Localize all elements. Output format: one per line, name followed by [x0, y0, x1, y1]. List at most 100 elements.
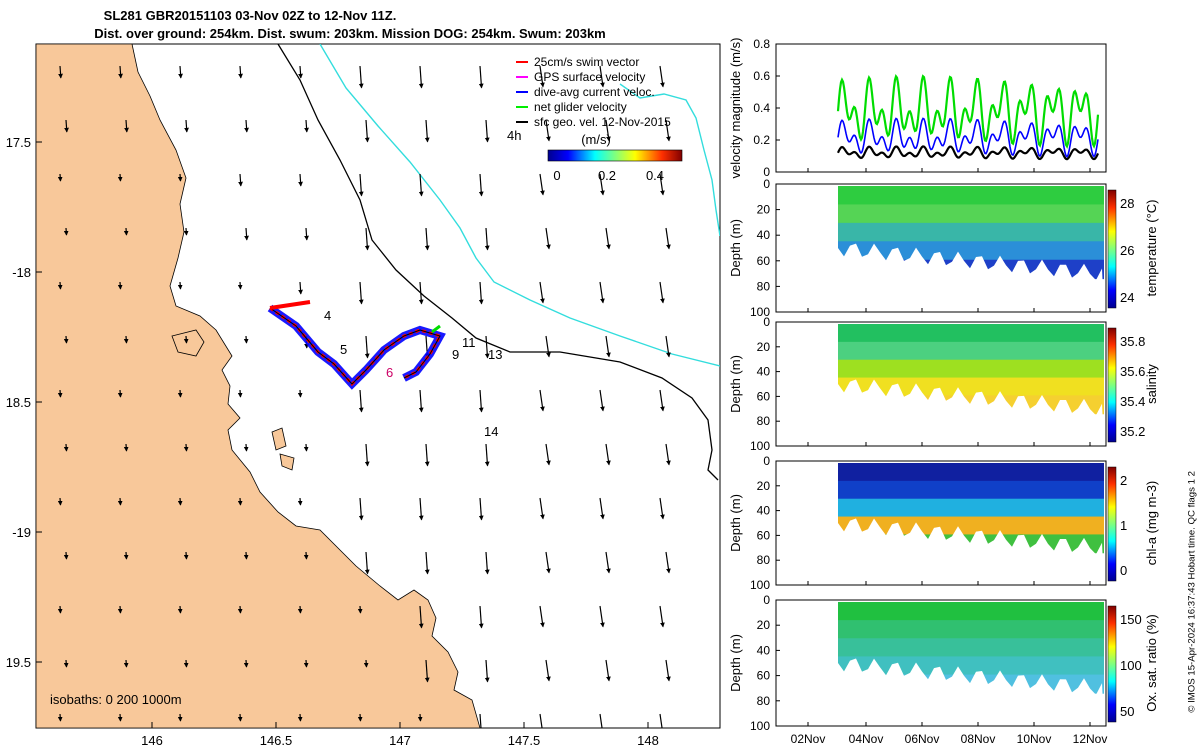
map-y-tick-label: -18	[12, 265, 31, 280]
section-band	[838, 656, 1104, 676]
velocity-arrow	[659, 497, 665, 520]
panel-axes	[775, 43, 1107, 173]
velocity-arrow	[599, 389, 605, 412]
section-band	[838, 498, 1104, 518]
island	[279, 453, 295, 471]
colorbar-label: temperature (°C)	[1144, 200, 1159, 297]
map-x-tick-label: 146	[141, 733, 163, 748]
panel-frame	[775, 183, 1107, 313]
section-band	[838, 241, 1104, 261]
velocity-arrow	[64, 119, 69, 133]
day-label: 9	[452, 347, 459, 362]
velocity-arrow	[605, 659, 611, 682]
velocity-arrow	[539, 713, 543, 728]
velocity-arrow	[478, 389, 484, 413]
colorbar-label: chl-a (mg m-3)	[1144, 481, 1159, 566]
day-label: 5	[340, 342, 347, 357]
colorbar-tick-label: 35.4	[1120, 394, 1145, 409]
section-band	[838, 377, 1104, 397]
velocity-arrow	[545, 227, 551, 250]
colorbar-tick-label: 2	[1120, 473, 1127, 488]
velocity-arrow	[364, 443, 370, 467]
velocity-arrow	[605, 227, 611, 250]
y-tick-label: 100	[750, 305, 770, 319]
velocity-arrow	[539, 497, 545, 520]
scale-label: 4h	[507, 128, 521, 143]
map-y-tick-label: 17.5	[6, 135, 31, 150]
velocity-arrow	[364, 335, 370, 359]
velocity-arrow	[478, 173, 484, 197]
legend-label: 25cm/s swim vector	[534, 55, 639, 69]
time-tick-label: 10Nov	[1017, 732, 1052, 746]
velocity-arrow	[659, 605, 665, 628]
velocity-arrow	[665, 443, 671, 466]
velocity-arrow	[665, 659, 671, 682]
legend-label: net glider velocity	[534, 100, 627, 114]
panel-oxygen: 150 100 50 Ox. sat. ratio (%) 0 20 40 60 80 100 De…	[728, 593, 1159, 733]
section-band	[838, 341, 1104, 361]
velocity-arrow	[418, 173, 424, 197]
velocity-arrow	[599, 605, 605, 628]
colorbar-label: salinity	[1144, 364, 1159, 404]
velocity-arrow	[298, 65, 303, 79]
section-no-data	[838, 371, 1104, 446]
colorbar-tick-label: 1	[1120, 518, 1127, 533]
time-tick-label: 06Nov	[905, 732, 940, 746]
velocity-arrow	[304, 227, 309, 241]
velocity-arrow	[545, 119, 551, 142]
velocity-arrow	[599, 65, 605, 88]
velocity-arrow	[665, 227, 671, 250]
velocity-arrow	[418, 65, 424, 89]
map-x-tick-label: 146.5	[260, 733, 293, 748]
velocity-arrow	[479, 713, 482, 728]
section-band	[838, 359, 1104, 379]
velocity-arrow	[605, 335, 611, 358]
panel-y-label: Depth (m)	[728, 634, 743, 692]
velocity-arrow	[484, 335, 490, 359]
map-x-tick-label: 148	[637, 733, 659, 748]
velocity-arrow	[244, 119, 249, 133]
legend-label: sfc geo. vel. 12-Nov-2015	[534, 115, 671, 129]
velocity-arrow	[304, 119, 309, 133]
map-y-tick-label: 19.5	[6, 655, 31, 670]
velocity-arrow	[358, 389, 364, 413]
day-label: 14	[484, 424, 498, 439]
velocity-arrow	[599, 713, 603, 728]
isobath-1000m-north	[619, 83, 720, 237]
day-labels: 4 5 6 911 13 14	[324, 308, 502, 439]
y-tick-label: 40	[757, 504, 771, 518]
y-tick-label: 20	[757, 618, 771, 632]
y-tick-label: 60	[757, 389, 771, 403]
y-tick-label: 40	[757, 643, 771, 657]
velocity-arrow	[424, 659, 430, 683]
panel-frame	[775, 321, 1107, 447]
map-x-tick-label: 147	[389, 733, 411, 748]
velocity-arrow	[298, 281, 303, 295]
colorbar-tick-label: 100	[1120, 658, 1142, 673]
section-band	[838, 204, 1104, 224]
velocity-arrow	[605, 551, 611, 574]
velocity-arrow	[58, 65, 63, 79]
panel-colorbar	[1107, 189, 1117, 309]
colorbar-tick-label: 35.2	[1120, 424, 1145, 439]
panel-y-label: Depth (m)	[728, 355, 743, 413]
velocity-arrow	[484, 443, 490, 467]
y-tick-label: 100	[750, 719, 770, 733]
panel-y-label: Depth (m)	[728, 494, 743, 552]
figure-title: SL281 GBR20151103 03-Nov 02Z to 12-Nov 1…	[103, 8, 397, 23]
velocity-arrow	[418, 497, 424, 521]
section-no-data	[838, 510, 1104, 585]
velocity-arrow	[358, 497, 364, 521]
colorbar-tick-label: 50	[1120, 704, 1134, 719]
panel-chla: 2 1 0 chl-a (mg m-3) 0 20 40 60 80 100 Depth (m)	[728, 454, 1159, 592]
colorbar-tick-label: 26	[1120, 243, 1134, 258]
velocity-arrow	[298, 173, 303, 187]
velocity-arrow	[358, 173, 364, 197]
velocity-arrow	[424, 227, 430, 251]
speed-colorbar	[547, 149, 683, 162]
dive-avg-current-line	[837, 117, 1099, 158]
y-tick-label: 0.4	[753, 101, 770, 115]
y-tick-label: 20	[757, 340, 771, 354]
